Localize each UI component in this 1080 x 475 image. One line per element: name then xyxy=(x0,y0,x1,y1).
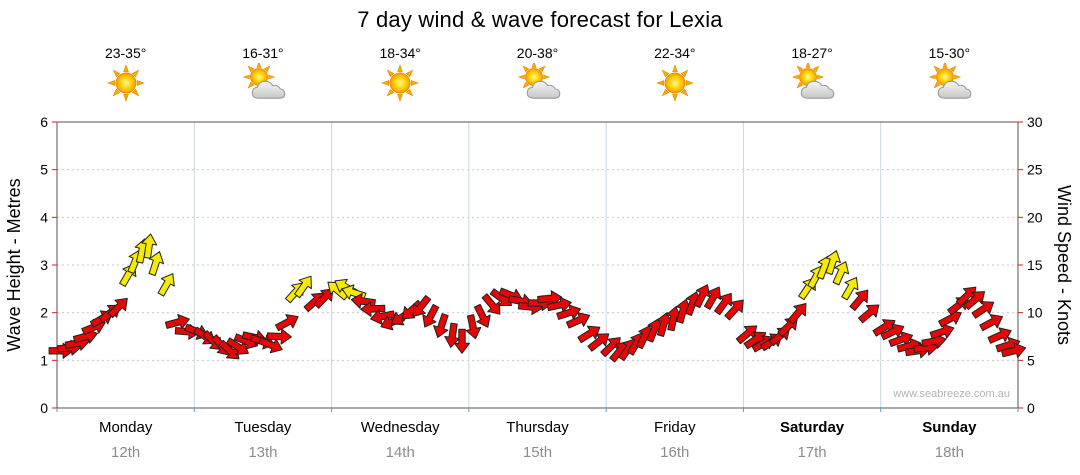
day-date: 14th xyxy=(385,444,415,461)
cloud-shape xyxy=(251,80,286,99)
wind-arrow xyxy=(275,314,299,332)
sun-rays xyxy=(655,64,694,102)
right-axis-tick-label: 5 xyxy=(1027,352,1035,368)
partly-cloudy-icon xyxy=(747,60,877,108)
wind-arrow xyxy=(987,327,1012,344)
wind-arrow xyxy=(565,312,591,329)
wind-arrow xyxy=(465,314,482,340)
sun-rays xyxy=(106,64,145,102)
day-name: Wednesday xyxy=(360,419,440,436)
wind-arrow xyxy=(157,273,175,297)
day-temperature-range: 15-30° xyxy=(928,45,971,61)
day-name: Sunday xyxy=(922,419,977,436)
day-date: 17th xyxy=(797,444,827,461)
sun-disc xyxy=(115,72,137,94)
wind-arrow xyxy=(979,314,1003,332)
wind-arrow xyxy=(107,297,128,319)
wind-arrow xyxy=(422,303,440,328)
wind-arrow xyxy=(360,300,386,317)
wind-arrow xyxy=(724,299,744,321)
day-temperature-range: 18-27° xyxy=(791,45,833,61)
right-axis-tick-label: 0 xyxy=(1027,400,1035,416)
wind-arrow xyxy=(266,328,292,345)
wind-arrow xyxy=(971,301,995,319)
left-axis-tick-label: 1 xyxy=(40,352,48,368)
wind-arrow xyxy=(1000,342,1027,359)
day-date: 13th xyxy=(248,444,278,461)
partly-cloudy-icon xyxy=(473,60,603,108)
wind-arrow xyxy=(148,251,165,277)
left-axis-tick-label: 6 xyxy=(40,114,48,130)
right-axis-tick-label: 20 xyxy=(1027,209,1043,225)
wind-arrow xyxy=(481,293,501,315)
day-name: Monday xyxy=(98,419,153,436)
sun-rays xyxy=(381,64,420,102)
cloud-shape xyxy=(800,80,835,99)
day-name: Thursday xyxy=(506,419,569,436)
left-axis-tick-label: 4 xyxy=(40,209,48,225)
wind-arrow xyxy=(841,277,859,301)
day-date: 18th xyxy=(934,444,964,461)
sunny-icon xyxy=(610,63,740,108)
wind-arrow xyxy=(714,292,732,316)
day-date: 12th xyxy=(111,444,141,461)
wind-arrow xyxy=(473,303,491,328)
day-date: 15th xyxy=(522,444,553,461)
wind-arrow xyxy=(832,261,850,286)
wind-arrow xyxy=(412,294,432,317)
left-axis-tick-label: 3 xyxy=(40,257,48,273)
wind-arrow xyxy=(703,286,722,310)
partly-cloudy-icon xyxy=(884,60,1014,108)
wind-arrow xyxy=(141,233,158,259)
day-date: 16th xyxy=(660,444,690,461)
cloud-shape xyxy=(938,80,972,99)
day-temperature-range: 22-34° xyxy=(654,45,696,61)
sun-disc xyxy=(389,72,411,94)
right-axis-tick-label: 15 xyxy=(1027,257,1043,273)
wind-arrow xyxy=(963,291,986,310)
right-axis-tick-label: 25 xyxy=(1027,162,1043,178)
day-temperature-range: 23-35° xyxy=(104,45,147,61)
wind-arrow xyxy=(849,289,869,312)
day-name: Saturday xyxy=(779,419,845,436)
day-name: Tuesday xyxy=(234,419,292,436)
wind-arrow xyxy=(693,284,711,309)
left-axis-tick-label: 2 xyxy=(40,305,48,321)
wind-arrow xyxy=(370,309,396,325)
wind-arrow xyxy=(577,325,601,344)
day-temperature-range: 16-31° xyxy=(242,45,284,61)
wind-arrow xyxy=(454,328,470,354)
watermark: www.seabreeze.com.au xyxy=(893,388,1010,400)
wind-arrow xyxy=(313,288,334,309)
left-axis-tick-label: 0 xyxy=(40,400,48,416)
day-name: Friday xyxy=(653,419,696,436)
right-axis-tick-label: 30 xyxy=(1027,114,1043,130)
sunny-icon xyxy=(335,63,465,108)
sunny-icon xyxy=(61,63,191,108)
left-axis-tick-label: 5 xyxy=(40,162,48,178)
sun-disc xyxy=(664,72,686,94)
wind-arrow xyxy=(294,275,312,299)
wind-arrow xyxy=(787,303,807,325)
chart-title: 7 day wind & wave forecast for Lexia xyxy=(357,7,723,32)
wind-arrow xyxy=(857,304,880,324)
partly-cloudy-icon xyxy=(198,60,328,108)
wind-arrow xyxy=(433,313,449,338)
right-axis-tick-label: 10 xyxy=(1027,305,1043,321)
wind-arrow xyxy=(825,250,841,276)
wind-arrow xyxy=(587,333,610,352)
day-temperature-range: 18-34° xyxy=(379,45,421,61)
wind-arrow xyxy=(556,304,582,320)
day-temperature-range: 20-38° xyxy=(516,45,559,61)
cloud-shape xyxy=(526,80,560,99)
